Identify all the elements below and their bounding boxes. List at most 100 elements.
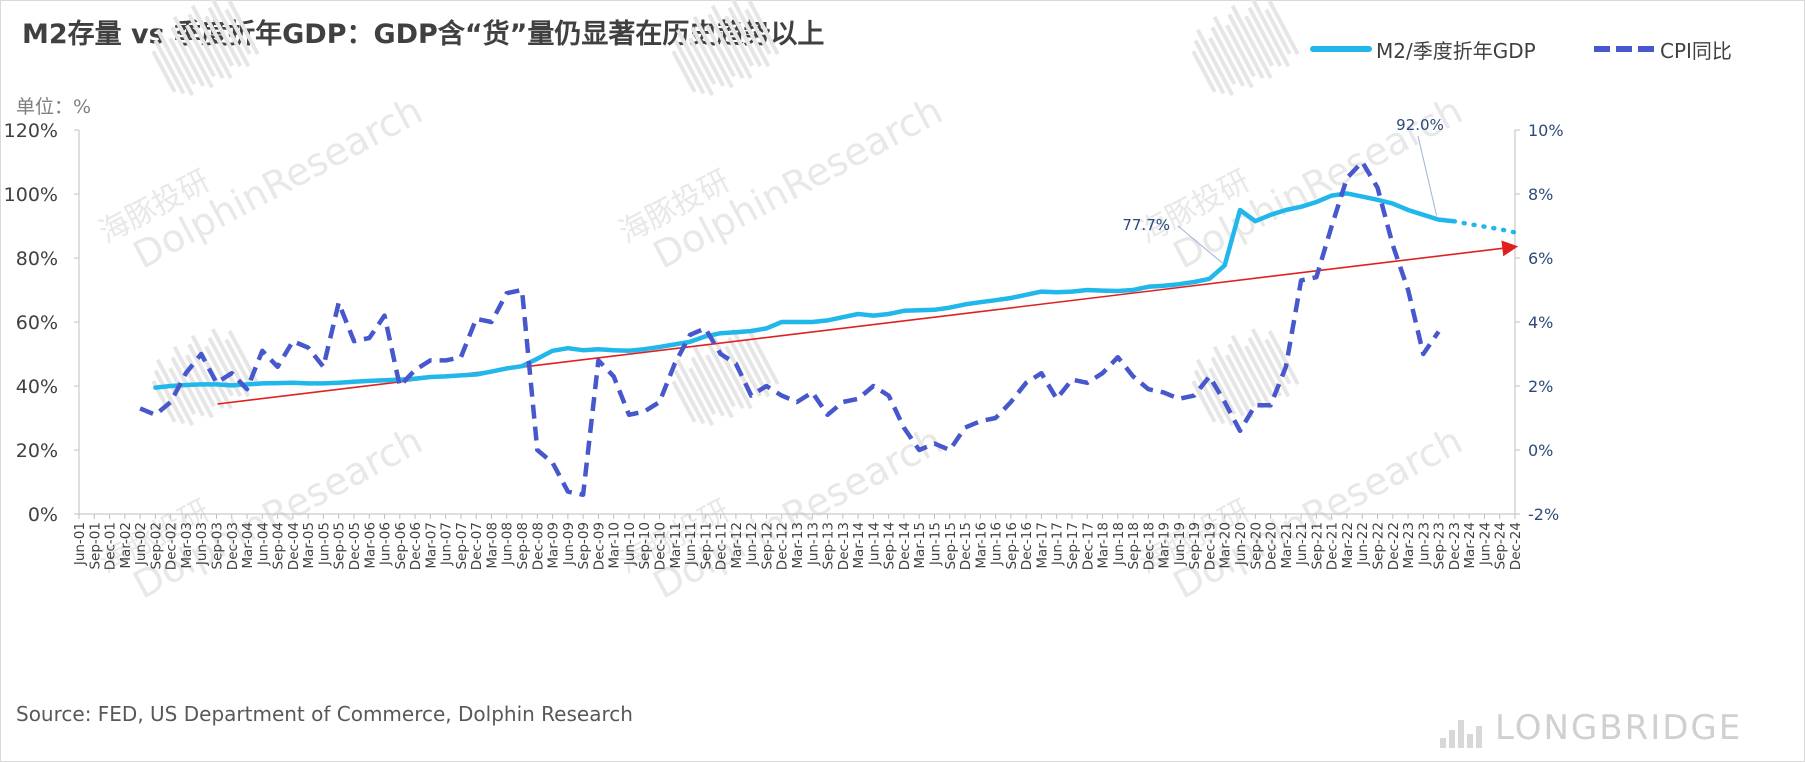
watermark-bar	[224, 8, 252, 55]
annotation-label: 77.7%	[1122, 216, 1170, 234]
watermark-bar	[153, 39, 186, 95]
source-note: Source: FED, US Department of Commerce, …	[16, 702, 633, 726]
watermark-bar	[1247, 6, 1283, 67]
watermark-bar	[1210, 356, 1246, 417]
x-tick-label: Jun-11	[683, 522, 699, 566]
watermark-bar	[671, 50, 697, 93]
x-tick-label: Dec-07	[469, 522, 485, 570]
x-tick-label: Jun-20	[1233, 522, 1249, 566]
x-tick-label: Sep-19	[1187, 522, 1203, 570]
unit-label: 单位：%	[16, 96, 92, 118]
series-line-m2	[153, 191, 1457, 390]
x-tick-label: Mar-03	[179, 522, 195, 569]
x-tick-label: Sep-06	[393, 522, 409, 570]
watermark-bar	[730, 0, 771, 68]
watermark-bar	[155, 28, 195, 97]
watermark-bar	[168, 367, 197, 416]
x-tick-label: Jun-01	[72, 522, 88, 566]
x-tick-label: Jun-08	[500, 522, 516, 566]
legend-swatch-cpi	[1594, 46, 1656, 52]
right-tick-label: 0%	[1528, 441, 1553, 460]
watermark-bar	[172, 345, 214, 419]
x-tick-label: Sep-04	[271, 522, 287, 570]
x-tick-label: Dec-19	[1202, 522, 1218, 570]
watermark-bar	[172, 15, 214, 89]
x-tick-label: Dec-20	[1264, 522, 1280, 570]
watermark-bar	[744, 8, 772, 55]
watermark-bar	[1193, 369, 1226, 425]
x-tick-label: Sep-22	[1371, 522, 1387, 570]
x-tick-label: Mar-02	[118, 522, 134, 569]
watermark-bar	[690, 356, 726, 417]
x-tick-label: Jun-24	[1477, 522, 1493, 566]
watermark-bar	[1208, 37, 1237, 86]
x-tick-label: Sep-01	[87, 522, 103, 570]
x-tick-label: Jun-23	[1416, 522, 1432, 566]
watermark-bar	[187, 13, 225, 79]
watermark-bar	[210, 0, 251, 68]
x-tick-label: Dec-01	[103, 522, 119, 570]
watermark-bar	[1225, 24, 1256, 78]
x-tick-label: Dec-16	[1019, 522, 1035, 570]
x-tick-label: Sep-12	[759, 522, 775, 570]
x-tick-label: Sep-15	[943, 522, 959, 570]
x-tick-label: Mar-07	[423, 522, 439, 569]
x-tick-label: Dec-17	[1080, 522, 1096, 570]
x-tick-label: Mar-23	[1401, 522, 1417, 569]
brand-bars-icon	[1440, 708, 1485, 748]
right-tick-label: 8%	[1528, 185, 1553, 204]
x-tick-label: Jun-13	[805, 522, 821, 566]
left-tick-label: 100%	[4, 184, 58, 206]
x-tick-label: Sep-13	[821, 522, 837, 570]
x-tick-label: Dec-11	[714, 522, 730, 570]
watermark-bar	[224, 338, 252, 385]
watermark-bar	[170, 26, 206, 87]
watermark-bar	[1225, 354, 1256, 408]
x-tick-label: Mar-20	[1218, 522, 1234, 569]
x-tick-label: Dec-23	[1447, 522, 1463, 570]
legend-swatch-m2	[1310, 46, 1372, 52]
watermark-bar	[692, 345, 734, 419]
watermark-bar	[187, 343, 225, 409]
watermark-bar	[730, 328, 771, 398]
watermark-bar	[747, 0, 780, 55]
watermark-bar	[1191, 50, 1217, 93]
watermark-bar	[1212, 345, 1254, 419]
x-tick-label: Mar-19	[1157, 522, 1173, 569]
x-tick-label: Jun-02	[133, 522, 149, 566]
x-tick-label: Sep-07	[454, 522, 470, 570]
watermark-bar	[1267, 330, 1300, 385]
x-tick-label: Dec-09	[591, 522, 607, 570]
x-tick-label: Mar-12	[729, 522, 745, 569]
x-tick-label: Mar-09	[546, 522, 562, 569]
watermark-bar	[1244, 345, 1275, 397]
x-tick-label: Jun-16	[989, 522, 1005, 566]
right-tick-label: 2%	[1528, 377, 1553, 396]
x-tick-label: Jun-07	[439, 522, 455, 566]
x-tick-label: Sep-03	[209, 522, 225, 570]
watermark-bar	[724, 15, 755, 67]
x-tick-label: Sep-05	[332, 522, 348, 570]
watermark-bar	[1193, 39, 1226, 95]
x-tick-label: Dec-24	[1508, 522, 1524, 570]
watermark-bar	[1227, 343, 1265, 409]
x-tick-label: Dec-02	[164, 522, 180, 570]
watermark-bar	[1250, 0, 1291, 68]
watermark-bar	[1210, 26, 1246, 87]
x-tick-label: Sep-20	[1248, 522, 1264, 570]
x-tick-label: Jun-22	[1355, 522, 1371, 566]
x-tick-label: Jun-12	[744, 522, 760, 566]
x-tick-label: Mar-06	[362, 522, 378, 569]
left-tick-label: 80%	[16, 248, 58, 270]
x-tick-label: Sep-17	[1065, 522, 1081, 570]
x-tick-label: Mar-13	[790, 522, 806, 569]
x-tick-label: Jun-06	[378, 522, 394, 566]
x-tick-label: Sep-18	[1126, 522, 1142, 570]
watermark-bar	[151, 50, 177, 93]
watermark-bar	[688, 37, 717, 86]
x-tick-label: Mar-14	[851, 522, 867, 569]
x-tick-label: Dec-15	[958, 522, 974, 570]
watermark-bar	[1230, 334, 1273, 410]
